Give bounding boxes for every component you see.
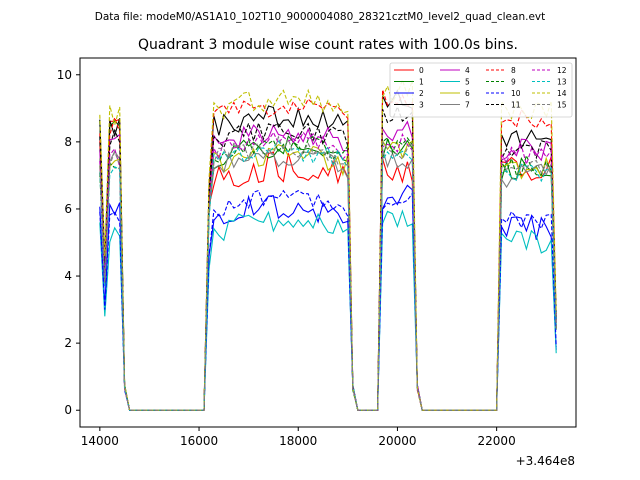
series-line-12 [99, 131, 557, 411]
chart-title: Quadrant 3 module wise count rates with … [138, 37, 518, 53]
series-line-7 [99, 148, 557, 411]
legend-label-6: 6 [465, 89, 470, 98]
legend-label-2: 2 [419, 89, 424, 98]
x-axis: 14000 16000 18000 20000 22000 [81, 427, 516, 448]
x-tick-label: 16000 [180, 434, 218, 448]
series-line-8 [99, 89, 557, 411]
legend-label-13: 13 [557, 78, 567, 87]
x-axis-offset-label: +3.464e8 [516, 454, 575, 468]
y-tick-label: 0 [64, 403, 72, 417]
figure-suptitle: Data file: modeM0/AS1A10_102T10_90000040… [95, 11, 546, 23]
x-tick-label: 14000 [81, 434, 119, 448]
x-tick-label: 20000 [378, 434, 416, 448]
legend-label-11: 11 [511, 101, 521, 110]
y-tick-label: 2 [64, 336, 72, 350]
series-line-3 [99, 89, 557, 411]
legend-label-7: 7 [465, 101, 470, 110]
series-line-5 [99, 209, 557, 411]
series-line-10 [99, 189, 557, 411]
x-tick-label: 22000 [478, 434, 516, 448]
legend-frame [389, 62, 573, 118]
axes-border [79, 57, 577, 428]
series-line-11 [99, 105, 557, 411]
axes-frame [80, 58, 576, 427]
y-tick-label: 10 [57, 68, 72, 82]
legend-label-8: 8 [511, 66, 516, 75]
legend-label-15: 15 [557, 101, 567, 110]
y-tick-label: 6 [64, 202, 72, 216]
legend-label-12: 12 [557, 66, 567, 75]
y-tick-label: 4 [64, 269, 72, 283]
x-tick-label: 18000 [279, 434, 317, 448]
series-line-9 [99, 136, 557, 411]
y-axis: 0 2 4 6 8 10 [57, 68, 80, 417]
legend-label-0: 0 [419, 66, 424, 75]
legend-label-4: 4 [465, 66, 470, 75]
legend-label-10: 10 [511, 89, 521, 98]
plot-area [79, 57, 577, 428]
legend-label-3: 3 [419, 101, 424, 110]
legend-label-5: 5 [465, 78, 470, 87]
legend-label-9: 9 [511, 78, 516, 87]
series-layer [99, 78, 557, 411]
y-tick-label: 8 [64, 135, 72, 149]
legend-label-1: 1 [419, 78, 424, 87]
series-line-15 [99, 135, 557, 411]
series-line-13 [99, 140, 557, 411]
legend-label-14: 14 [557, 89, 567, 98]
